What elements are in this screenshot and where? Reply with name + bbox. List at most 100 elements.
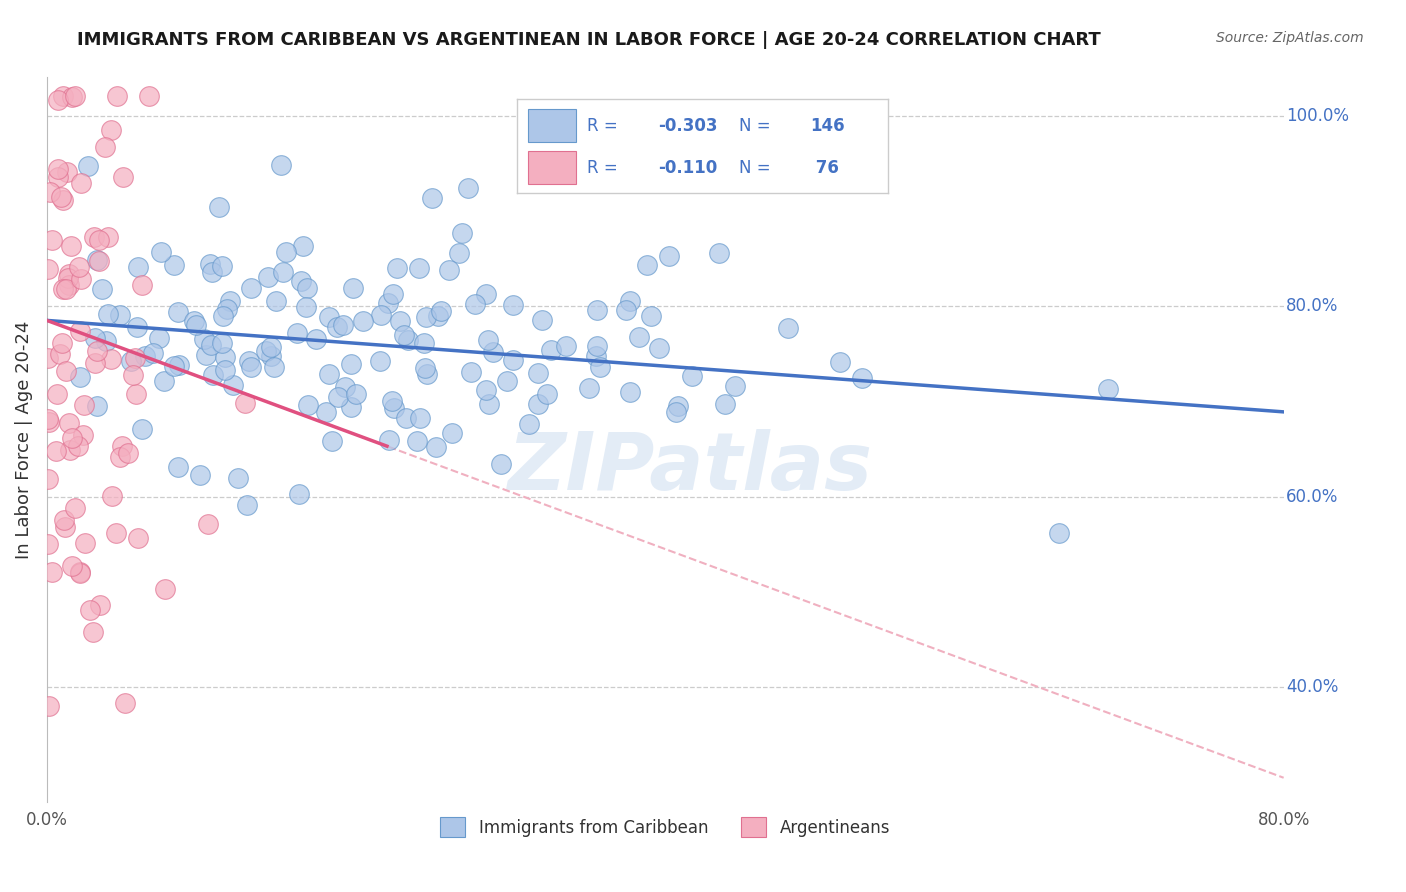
Point: [288, 487, 311, 501]
Point: [240, 360, 263, 375]
Point: [58, 278, 80, 293]
Point: [110, 439, 132, 453]
Point: [502, 298, 524, 312]
Point: [208, 200, 231, 214]
Point: [619, 294, 641, 309]
Point: [274, 245, 297, 260]
Point: [382, 287, 405, 301]
Point: [318, 310, 340, 324]
Point: [430, 303, 453, 318]
Point: [37, 472, 59, 486]
Point: [489, 457, 512, 471]
Point: [295, 300, 318, 314]
Point: [332, 318, 354, 333]
Point: [82, 625, 104, 640]
Point: [138, 89, 160, 103]
Point: [188, 468, 211, 483]
Point: [408, 261, 430, 276]
Text: IMMIGRANTS FROM CARIBBEAN VS ARGENTINEAN IN LABOR FORCE | AGE 20-24 CORRELATION : IMMIGRANTS FROM CARIBBEAN VS ARGENTINEAN…: [77, 31, 1101, 49]
Text: 100.0%: 100.0%: [1286, 106, 1350, 125]
Point: [127, 260, 149, 275]
Point: [37, 262, 59, 277]
Point: [131, 421, 153, 435]
Y-axis label: In Labor Force | Age 20-24: In Labor Force | Age 20-24: [15, 320, 32, 558]
Point: [107, 89, 129, 103]
Point: [321, 434, 343, 449]
Point: [426, 309, 449, 323]
Point: [707, 246, 730, 260]
Point: [589, 359, 612, 374]
Point: [233, 395, 256, 409]
Text: 60.0%: 60.0%: [1286, 488, 1339, 506]
Point: [449, 246, 471, 260]
Point: [270, 158, 292, 172]
Point: [86, 399, 108, 413]
Point: [52, 513, 75, 527]
Point: [388, 314, 411, 328]
Point: [37, 412, 59, 426]
Point: [851, 371, 873, 385]
Point: [1047, 526, 1070, 541]
Point: [125, 386, 148, 401]
Point: [69, 370, 91, 384]
Point: [295, 281, 318, 295]
Point: [236, 498, 259, 512]
Text: 80.0%: 80.0%: [1286, 297, 1339, 315]
Point: [63, 89, 86, 103]
Point: [409, 410, 432, 425]
Point: [110, 450, 132, 464]
Point: [94, 139, 117, 153]
Point: [665, 405, 688, 419]
Point: [59, 442, 82, 457]
Point: [412, 336, 434, 351]
Point: [460, 365, 482, 379]
Point: [370, 308, 392, 322]
Point: [97, 229, 120, 244]
Point: [640, 309, 662, 323]
Point: [290, 275, 312, 289]
Text: ZIPatlas: ZIPatlas: [508, 429, 873, 508]
Point: [536, 387, 558, 401]
Point: [531, 313, 554, 327]
Point: [46, 161, 69, 176]
Point: [60, 90, 83, 104]
Point: [254, 344, 277, 359]
Point: [475, 287, 498, 301]
Point: [148, 331, 170, 345]
Point: [100, 123, 122, 137]
Point: [395, 410, 418, 425]
Point: [614, 303, 637, 318]
Point: [239, 281, 262, 295]
Point: [627, 330, 650, 344]
Point: [526, 366, 548, 380]
Point: [502, 353, 524, 368]
Point: [87, 233, 110, 247]
Point: [342, 281, 364, 295]
Point: [586, 303, 609, 318]
Point: [87, 253, 110, 268]
Point: [291, 239, 314, 253]
Point: [49, 190, 72, 204]
Point: [163, 258, 186, 272]
Point: [478, 397, 501, 411]
Point: [666, 399, 689, 413]
Point: [69, 324, 91, 338]
Point: [340, 358, 363, 372]
Point: [578, 381, 600, 395]
Legend: Immigrants from Caribbean, Argentineans: Immigrants from Caribbean, Argentineans: [433, 810, 897, 844]
Point: [110, 309, 132, 323]
Point: [352, 314, 374, 328]
Point: [714, 397, 737, 411]
Point: [496, 374, 519, 388]
Point: [464, 296, 486, 310]
Point: [45, 443, 67, 458]
Point: [828, 355, 851, 369]
Point: [41, 233, 63, 247]
Point: [70, 272, 93, 286]
Point: [60, 558, 83, 573]
Point: [120, 354, 142, 368]
Point: [636, 258, 658, 272]
Point: [378, 433, 401, 447]
Point: [226, 471, 249, 485]
Point: [39, 186, 62, 200]
